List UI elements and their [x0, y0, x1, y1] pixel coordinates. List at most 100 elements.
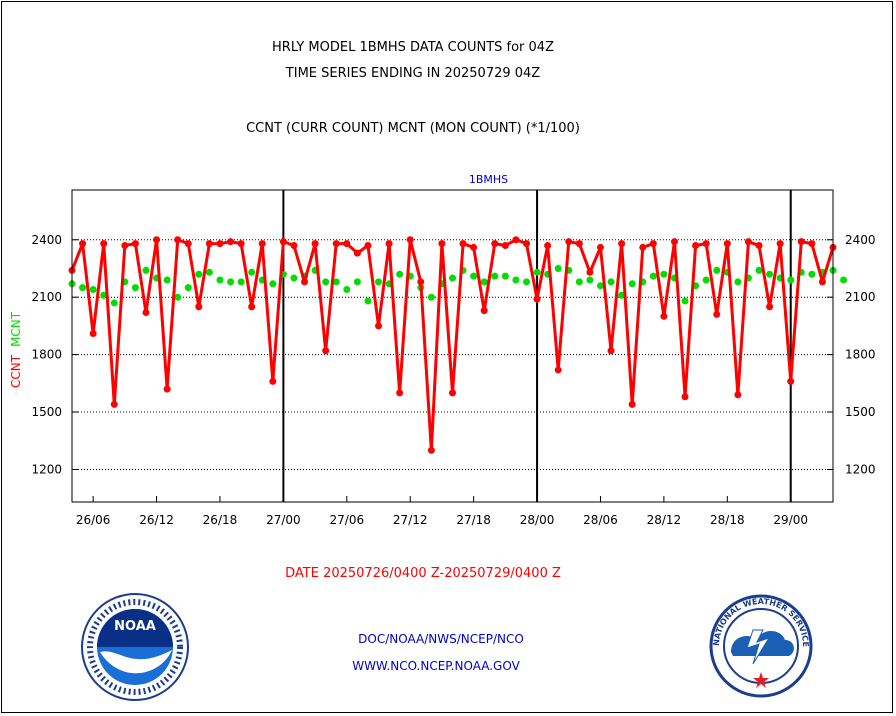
mcnt-point — [766, 270, 774, 278]
mcnt-point — [681, 297, 689, 305]
y-tick-label-right: 1500 — [845, 405, 876, 419]
y-tick-label-left: 1200 — [31, 462, 62, 476]
ccnt-point — [491, 240, 499, 248]
ccnt-point — [227, 238, 235, 246]
ccnt-point — [639, 243, 647, 251]
ccnt-point — [79, 240, 87, 248]
y-axis-label-ccnt: CCNT — [9, 354, 23, 388]
ccnt-point — [586, 268, 594, 276]
ccnt-point — [501, 242, 509, 250]
mcnt-point — [396, 270, 404, 278]
x-tick-label: 27/12 — [393, 513, 428, 527]
ccnt-point — [808, 240, 816, 248]
ccnt-point — [396, 389, 404, 397]
ccnt-point — [480, 307, 488, 315]
mcnt-point — [501, 272, 509, 280]
mcnt-point — [575, 278, 583, 286]
ccnt-point — [311, 240, 319, 248]
ccnt-point — [279, 238, 287, 246]
x-tick-label: 26/06 — [76, 513, 111, 527]
ccnt-point — [554, 366, 562, 374]
mcnt-point — [596, 282, 604, 290]
mcnt-point — [533, 268, 541, 276]
ccnt-point — [216, 240, 224, 248]
ccnt-point — [618, 240, 626, 248]
x-tick-label: 28/06 — [583, 513, 618, 527]
ccnt-point — [818, 278, 826, 286]
mcnt-point — [110, 299, 118, 307]
ccnt-point — [681, 393, 689, 401]
mcnt-point — [322, 278, 330, 286]
mcnt-point — [491, 272, 499, 280]
mcnt-point — [649, 272, 657, 280]
ccnt-point — [195, 303, 203, 311]
ccnt-point — [375, 322, 383, 330]
ccnt-point — [438, 240, 446, 248]
ccnt-point — [269, 377, 277, 385]
y-tick-label-left: 1500 — [31, 405, 62, 419]
ccnt-point — [522, 240, 530, 248]
mcnt-point — [734, 278, 742, 286]
x-tick-label: 28/00 — [520, 513, 555, 527]
mcnt-point — [163, 276, 171, 284]
mcnt-point — [470, 272, 478, 280]
mcnt-point — [480, 278, 488, 286]
mcnt-point — [184, 284, 192, 292]
ccnt-point — [353, 249, 361, 257]
mcnt-point — [375, 278, 383, 286]
mcnt-point — [332, 278, 340, 286]
ccnt-point — [692, 242, 700, 250]
ccnt-point — [89, 330, 97, 338]
y-tick-label-right: 1800 — [845, 348, 876, 362]
x-tick-label: 27/18 — [456, 513, 491, 527]
ccnt-point — [142, 309, 150, 317]
ccnt-point — [184, 240, 192, 248]
ccnt-point — [755, 242, 763, 250]
doc-noaa-link[interactable]: DOC/NOAA/NWS/NCEP/NCO — [358, 632, 524, 646]
y-tick-label-right: 2100 — [845, 290, 876, 304]
noaa-logo: NOAA — [81, 593, 189, 701]
x-tick-label: 28/18 — [710, 513, 745, 527]
ccnt-point — [427, 446, 435, 454]
ccnt-point — [385, 240, 393, 248]
ccnt-point — [766, 303, 774, 311]
mcnt-point — [512, 276, 520, 284]
ccnt-point — [702, 240, 710, 248]
mcnt-point — [343, 286, 351, 294]
x-tick-label: 29/00 — [773, 513, 808, 527]
mcnt-point — [618, 291, 626, 299]
chart-subtitle: CCNT (CURR COUNT) MCNT (MON COUNT) (*1/1… — [246, 121, 580, 136]
ccnt-point — [100, 240, 108, 248]
date-range-label: DATE 20250726/0400 Z-20250729/0400 Z — [285, 566, 561, 581]
mcnt-point — [131, 284, 139, 292]
mcnt-point — [628, 280, 636, 288]
mcnt-point — [237, 278, 245, 286]
y-tick-label-left: 2100 — [31, 290, 62, 304]
x-tick-label: 27/06 — [330, 513, 365, 527]
ccnt-point — [322, 347, 330, 355]
ccnt-point — [575, 240, 583, 248]
plot-area-frame — [71, 189, 834, 503]
ccnt-point — [649, 240, 657, 248]
mcnt-point — [787, 276, 795, 284]
ccnt-point — [565, 238, 573, 246]
x-tick-label: 27/00 — [266, 513, 301, 527]
ccnt-point — [449, 389, 456, 397]
y-tick-label-right: 1200 — [845, 462, 876, 476]
x-tick-label: 26/12 — [139, 513, 174, 527]
ccnt-point — [205, 240, 213, 248]
mcnt-point — [449, 274, 456, 282]
ccnt-point — [797, 238, 805, 246]
chart-title-line2: TIME SERIES ENDING IN 20250729 04Z — [285, 66, 541, 81]
ccnt-point — [406, 236, 414, 244]
mcnt-point — [227, 278, 235, 286]
chart-title-line1: HRLY MODEL 1BMHS DATA COUNTS for 04Z — [272, 40, 554, 55]
nco-website-link[interactable]: WWW.NCO.NCEP.NOAA.GOV — [352, 659, 520, 673]
mcnt-point — [269, 280, 277, 288]
ccnt-point — [723, 240, 731, 248]
plot-title: 1BMHS — [469, 173, 508, 186]
ccnt-point — [459, 240, 467, 248]
ccnt-point — [470, 243, 478, 251]
